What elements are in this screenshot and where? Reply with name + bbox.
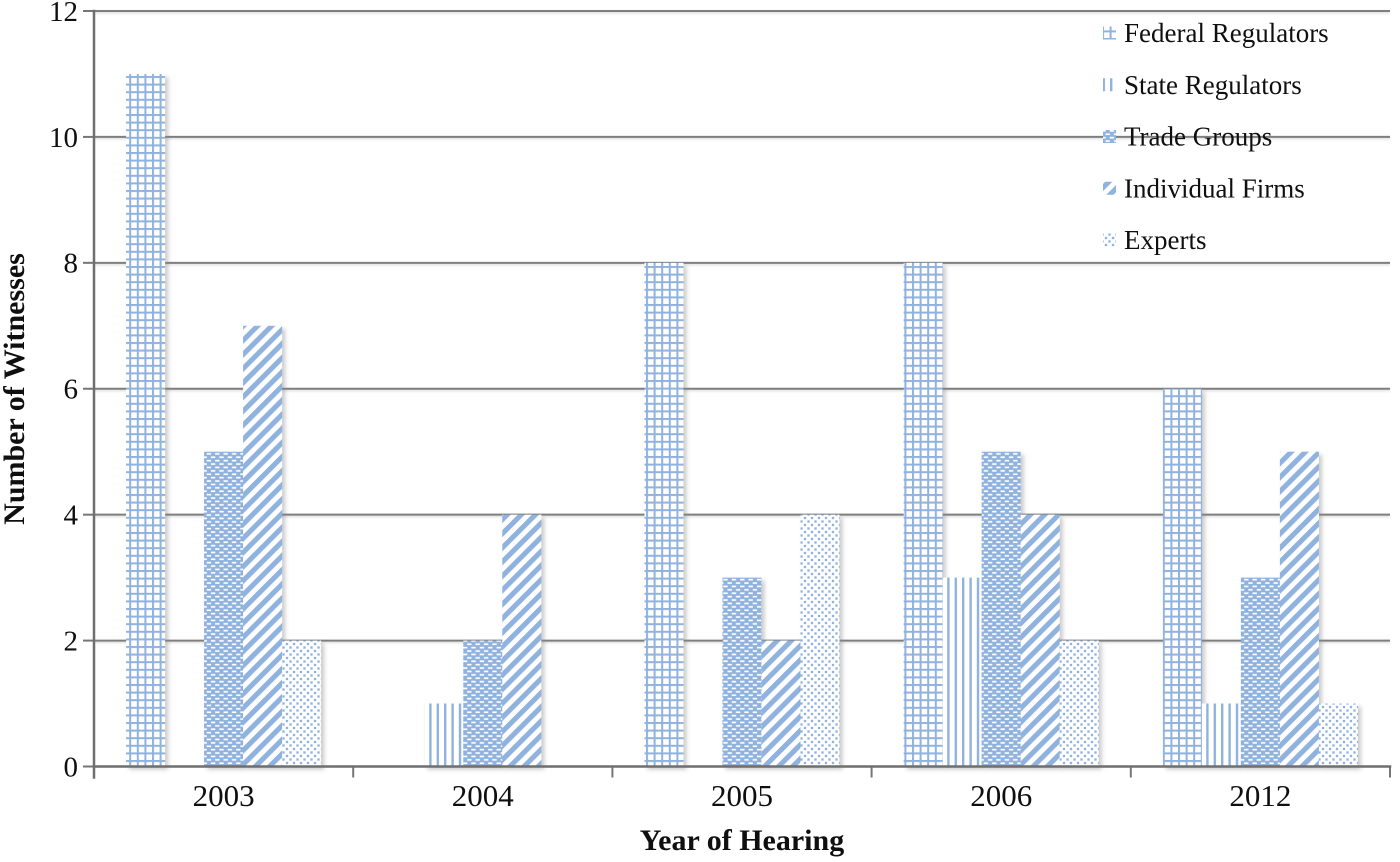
bar-individual-firms-2003 xyxy=(243,325,283,767)
legend-swatch-grid-check-icon xyxy=(1103,26,1116,40)
bar-individual-firms-2005 xyxy=(761,640,801,767)
legend-swatch-brick-dashes-icon xyxy=(1103,130,1116,143)
legend-label-individual-firms: Individual Firms xyxy=(1124,173,1305,203)
bar-trade-groups-2003 xyxy=(204,451,244,767)
x-category-label-2012: 2012 xyxy=(1229,778,1291,813)
bar-state-regulators-2004 xyxy=(424,703,464,767)
bar-trade-groups-2006 xyxy=(981,451,1021,767)
bar-federal-regulators-2005 xyxy=(644,262,684,767)
x-category-label-2006: 2006 xyxy=(970,778,1032,813)
legend-item-state-regulators: State Regulators xyxy=(1103,70,1302,100)
legend-label-trade-groups: Trade Groups xyxy=(1124,122,1272,152)
legend-item-trade-groups: Trade Groups xyxy=(1103,122,1272,152)
legend: Federal Regulators State Regulators Trade … xyxy=(1103,18,1329,255)
bar-series xyxy=(126,73,1358,767)
legend-item-federal-regulators: Federal Regulators xyxy=(1103,18,1329,48)
legend-label-experts: Experts xyxy=(1124,225,1206,255)
bar-individual-firms-2012 xyxy=(1279,451,1319,767)
x-axis-title: Year of Hearing xyxy=(640,824,844,857)
y-tick-label-4: 4 xyxy=(64,500,79,532)
bar-state-regulators-2012 xyxy=(1201,703,1241,767)
y-tick-label-2: 2 xyxy=(64,625,79,657)
legend-item-experts: Experts xyxy=(1103,225,1206,255)
bar-federal-regulators-2006 xyxy=(903,262,943,767)
y-tick-label-8: 8 xyxy=(64,248,79,280)
axes xyxy=(83,9,1392,779)
bar-trade-groups-2005 xyxy=(722,577,762,767)
y-tick-label-12: 12 xyxy=(49,0,78,28)
y-tick-label-0: 0 xyxy=(64,751,79,783)
bar-federal-regulators-2012 xyxy=(1162,388,1202,767)
legend-swatch-diagonal-stripes-icon xyxy=(1103,181,1116,195)
y-axis-title: Number of Witnesses xyxy=(0,253,31,525)
bar-trade-groups-2012 xyxy=(1240,577,1280,767)
legend-label-state-regulators: State Regulators xyxy=(1124,70,1302,100)
bar-experts-2006 xyxy=(1059,640,1099,767)
bar-experts-2005 xyxy=(800,514,840,767)
tick-labels: 0 2 4 6 8 10 12 2003 2004 2005 2006 2012 xyxy=(49,0,1291,813)
legend-item-individual-firms: Individual Firms xyxy=(1103,173,1305,203)
bar-individual-firms-2004 xyxy=(502,514,542,767)
legend-swatch-vertical-lines-icon xyxy=(1103,78,1116,92)
bar-individual-firms-2006 xyxy=(1020,514,1060,767)
bar-experts-2012 xyxy=(1318,703,1358,767)
x-category-label-2004: 2004 xyxy=(452,778,515,813)
bar-state-regulators-2006 xyxy=(942,577,982,767)
bar-federal-regulators-2003 xyxy=(126,73,166,767)
x-category-label-2003: 2003 xyxy=(193,778,255,813)
legend-label-federal-regulators: Federal Regulators xyxy=(1124,18,1329,48)
y-tick-label-10: 10 xyxy=(49,122,78,154)
bar-experts-2003 xyxy=(282,640,322,767)
bar-trade-groups-2004 xyxy=(463,640,503,767)
x-category-label-2005: 2005 xyxy=(711,778,773,813)
legend-swatch-diamond-dots-icon xyxy=(1103,233,1116,247)
y-tick-label-6: 6 xyxy=(64,374,79,406)
